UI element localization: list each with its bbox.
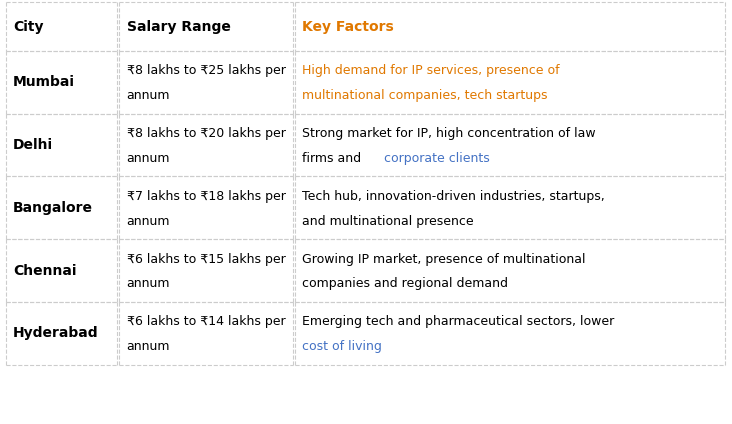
Text: Key Factors: Key Factors — [302, 20, 394, 33]
Text: Chennai: Chennai — [13, 263, 77, 278]
Text: ₹7 lakhs to ₹18 lakhs per: ₹7 lakhs to ₹18 lakhs per — [127, 190, 285, 203]
Text: multinational companies, tech startups: multinational companies, tech startups — [302, 89, 548, 102]
Text: High demand for IP services, presence of: High demand for IP services, presence of — [302, 64, 560, 78]
Text: Emerging tech and pharmaceutical sectors, lower: Emerging tech and pharmaceutical sectors… — [302, 315, 615, 329]
Text: Bangalore: Bangalore — [13, 201, 93, 215]
Text: Mumbai: Mumbai — [13, 75, 75, 89]
Text: annum: annum — [127, 340, 170, 353]
Text: corporate clients: corporate clients — [384, 152, 490, 165]
Text: Strong market for IP, high concentration of law: Strong market for IP, high concentration… — [302, 127, 596, 140]
Text: ₹8 lakhs to ₹20 lakhs per: ₹8 lakhs to ₹20 lakhs per — [127, 127, 285, 140]
Text: companies and regional demand: companies and regional demand — [302, 277, 508, 290]
Text: ₹6 lakhs to ₹14 lakhs per: ₹6 lakhs to ₹14 lakhs per — [127, 315, 285, 329]
Text: Salary Range: Salary Range — [127, 20, 231, 33]
Text: cost of living: cost of living — [302, 340, 382, 353]
Text: annum: annum — [127, 152, 170, 165]
Text: ₹8 lakhs to ₹25 lakhs per: ₹8 lakhs to ₹25 lakhs per — [127, 64, 285, 78]
Text: Delhi: Delhi — [13, 138, 53, 152]
Text: City: City — [13, 20, 44, 33]
Text: annum: annum — [127, 277, 170, 290]
Text: and multinational presence: and multinational presence — [302, 215, 474, 228]
Text: ₹6 lakhs to ₹15 lakhs per: ₹6 lakhs to ₹15 lakhs per — [127, 253, 285, 266]
Text: Growing IP market, presence of multinational: Growing IP market, presence of multinati… — [302, 253, 586, 266]
Text: annum: annum — [127, 89, 170, 102]
Text: Hyderabad: Hyderabad — [13, 326, 99, 340]
Text: annum: annum — [127, 215, 170, 228]
Text: firms and: firms and — [302, 152, 365, 165]
Text: Tech hub, innovation-driven industries, startups,: Tech hub, innovation-driven industries, … — [302, 190, 605, 203]
